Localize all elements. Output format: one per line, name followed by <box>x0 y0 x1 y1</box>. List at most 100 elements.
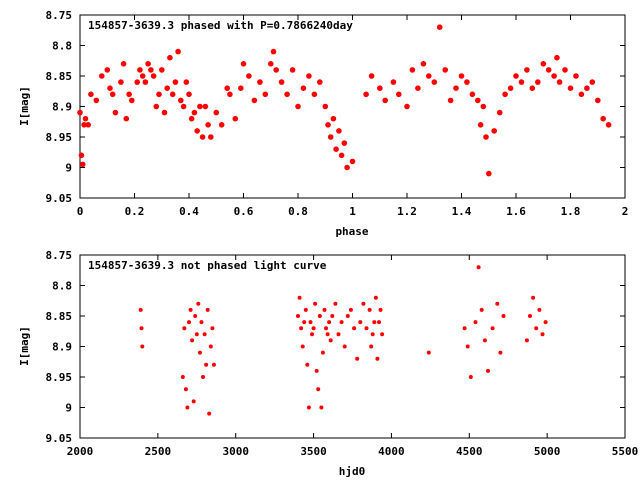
y-tick-label: 8.75 <box>46 249 73 262</box>
data-point <box>380 332 385 337</box>
data-point <box>543 320 548 325</box>
x-tick-label: 4500 <box>456 445 483 458</box>
data-point <box>529 85 536 91</box>
data-point <box>145 61 151 67</box>
axis-ticks: 0 0.2 0.4 0.6 0.8 1 1.2 1.4 1.6 1.8 2 8.75 8.8 8.85 8.… <box>46 9 629 218</box>
plot-frame <box>79 14 626 199</box>
data-point <box>140 344 145 349</box>
data-point <box>537 307 542 312</box>
data-point <box>322 103 329 110</box>
data-point <box>99 73 105 79</box>
data-point <box>268 61 274 67</box>
data-point <box>534 326 539 331</box>
data-point <box>475 97 481 104</box>
data-point <box>161 109 168 116</box>
data-point <box>199 320 204 325</box>
x-tick-label: 3500 <box>300 445 327 458</box>
data-point <box>153 103 160 110</box>
data-point <box>137 67 143 73</box>
data-point <box>85 122 91 128</box>
data-point <box>251 97 258 104</box>
data-point <box>554 54 560 61</box>
data-point <box>79 161 86 168</box>
data-point <box>498 350 503 355</box>
data-point <box>289 67 296 73</box>
data-point <box>118 79 124 85</box>
x-tick-label: 5500 <box>612 445 639 458</box>
data-point <box>159 67 165 73</box>
data-point <box>81 122 87 128</box>
data-point <box>246 73 252 79</box>
data-point <box>605 122 612 128</box>
data-point <box>377 85 383 91</box>
x-tick-label: 0 <box>77 205 84 218</box>
data-point <box>284 91 290 98</box>
data-point <box>180 103 187 110</box>
data-point <box>112 109 119 116</box>
data-point <box>201 375 205 379</box>
data-point <box>341 140 348 146</box>
data-point <box>194 128 200 134</box>
data-point <box>420 61 427 67</box>
data-point <box>303 307 308 312</box>
data-points <box>138 265 548 416</box>
data-point <box>123 115 130 122</box>
data-point <box>482 338 487 343</box>
data-point <box>325 332 330 337</box>
data-point <box>589 79 596 85</box>
data-point <box>336 332 341 337</box>
data-point <box>211 362 216 367</box>
data-point <box>453 85 459 91</box>
data-point <box>204 362 209 367</box>
data-point <box>333 146 339 152</box>
data-point <box>316 387 321 392</box>
data-point <box>336 128 342 134</box>
data-point <box>142 79 149 85</box>
data-point <box>462 326 467 331</box>
y-tick-label: 8.95 <box>46 371 73 384</box>
data-point <box>183 79 190 85</box>
data-point <box>495 301 500 306</box>
data-point <box>257 79 263 85</box>
data-point <box>107 85 113 91</box>
x-tick-label: 2 <box>622 205 629 218</box>
x-tick-label: 1 <box>349 205 356 218</box>
y-axis-label: I[mag] <box>18 86 31 126</box>
data-point <box>595 97 601 104</box>
x-tick-label: 2500 <box>145 445 172 458</box>
data-point <box>77 109 83 116</box>
data-point <box>319 405 324 410</box>
data-point <box>82 115 89 122</box>
data-point <box>138 307 143 312</box>
y-tick-label: 8.85 <box>46 70 73 83</box>
data-point <box>324 326 328 331</box>
data-point <box>349 158 356 165</box>
data-point <box>202 332 207 337</box>
data-point <box>175 48 181 55</box>
data-point <box>213 109 220 116</box>
data-point <box>197 350 202 355</box>
data-point <box>306 405 311 410</box>
data-point <box>78 152 85 159</box>
data-point <box>535 79 541 85</box>
data-point <box>364 326 369 331</box>
data-point <box>188 307 193 312</box>
data-point <box>584 85 590 91</box>
axis-ticks: 2000 2500 3000 3500 4000 4500 5000 5500 8.75 8.8 8… <box>46 249 639 458</box>
data-point <box>320 350 325 355</box>
data-point <box>447 97 454 104</box>
x-tick-label: 1.8 <box>561 205 581 218</box>
data-point <box>333 301 338 306</box>
data-point <box>352 326 357 331</box>
y-tick-label: 8.75 <box>46 9 73 22</box>
data-point <box>311 326 316 331</box>
data-point <box>373 295 378 300</box>
data-point <box>540 332 545 337</box>
data-point <box>93 97 100 104</box>
data-point <box>139 73 146 79</box>
data-point <box>496 109 503 116</box>
data-point <box>210 326 215 331</box>
data-point <box>306 73 312 79</box>
data-point <box>375 356 380 361</box>
